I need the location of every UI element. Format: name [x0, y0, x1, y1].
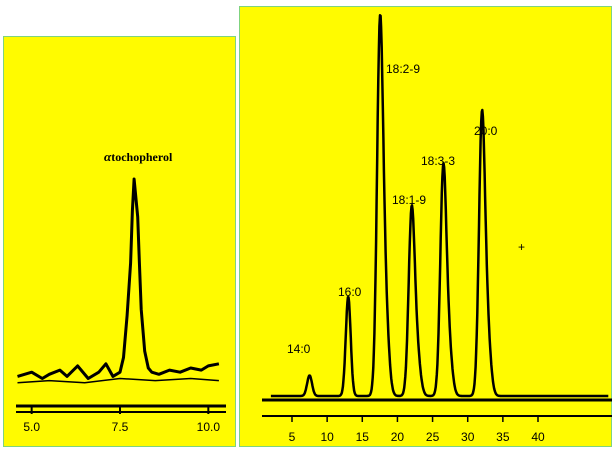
- alpha-symbol: α: [104, 149, 112, 164]
- fatty-acid-chromatogram: 5 10 15 20 25 30 35 40 14:0 16:0 18:2-9 18:1-9 18:3-…: [262, 14, 612, 444]
- peak-label: 18:2-9: [386, 62, 420, 76]
- x-tick-label: 30: [461, 430, 475, 444]
- x-tick-label: 15: [356, 430, 370, 444]
- peak-annotation-tocopherol: αtochopherol: [104, 149, 173, 164]
- chart-panel-fatty-acids: 5 10 15 20 25 30 35 40 14:0 16:0 18:2-9 18:1-9 18:3-…: [239, 6, 612, 447]
- series-line-1: [17, 177, 220, 380]
- chart-panel-tocopherol: 5.0 7.5 10.0 αtochopherol: [3, 36, 236, 447]
- peak-label: 18:1-9: [392, 193, 426, 207]
- x-tick-label: 5: [289, 430, 296, 444]
- x-tick-label: 10: [320, 430, 334, 444]
- x-tick-label: 40: [531, 430, 545, 444]
- series-line: [270, 14, 609, 398]
- peak-label: 14:0: [287, 342, 311, 356]
- peak-label: 18:3-3: [421, 154, 455, 168]
- stray-mark: +: [518, 240, 525, 254]
- tocopherol-chromatogram: 5.0 7.5 10.0 αtochopherol: [16, 149, 226, 434]
- x-tick-label: 20: [391, 430, 405, 444]
- x-tick-label: 7.5: [112, 420, 129, 434]
- peak-label: 20:0: [474, 124, 498, 138]
- series-line-2: [17, 377, 219, 384]
- x-tick-label: 10.0: [197, 420, 221, 434]
- annotation-text: tochopherol: [111, 150, 173, 164]
- x-tick-label: 25: [426, 430, 440, 444]
- peak-label: 16:0: [338, 285, 362, 299]
- x-tick-label: 5.0: [23, 420, 40, 434]
- x-tick-label: 35: [496, 430, 510, 444]
